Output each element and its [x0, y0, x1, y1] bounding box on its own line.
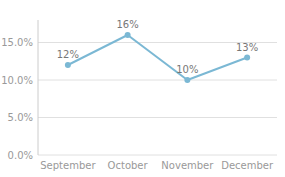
data-label: 10% [176, 64, 198, 75]
chart: 0.0% 5.0% 10.0% 15.0% September October Novemb… [0, 0, 285, 177]
marker [125, 32, 131, 38]
y-tick-label: 5.0% [8, 112, 33, 123]
plot-area [65, 32, 250, 83]
x-tick-label: October [108, 160, 149, 171]
data-label: 12% [57, 49, 79, 60]
marker [244, 55, 250, 61]
marker [65, 62, 71, 68]
x-tick-label: September [40, 160, 96, 171]
x-tick-label: November [161, 160, 214, 171]
y-tick-label: 0.0% [8, 150, 33, 161]
y-tick-label: 10.0% [1, 75, 33, 86]
grid-line [38, 117, 277, 118]
x-tick-label: December [221, 160, 274, 171]
data-label: 16% [117, 19, 139, 30]
marker [184, 77, 190, 83]
y-tick-label: 15.0% [1, 37, 33, 48]
y-axis-line [38, 20, 39, 155]
line [68, 35, 247, 80]
grid-line [38, 155, 277, 156]
data-label: 13% [236, 42, 258, 53]
grid-line [38, 80, 277, 81]
